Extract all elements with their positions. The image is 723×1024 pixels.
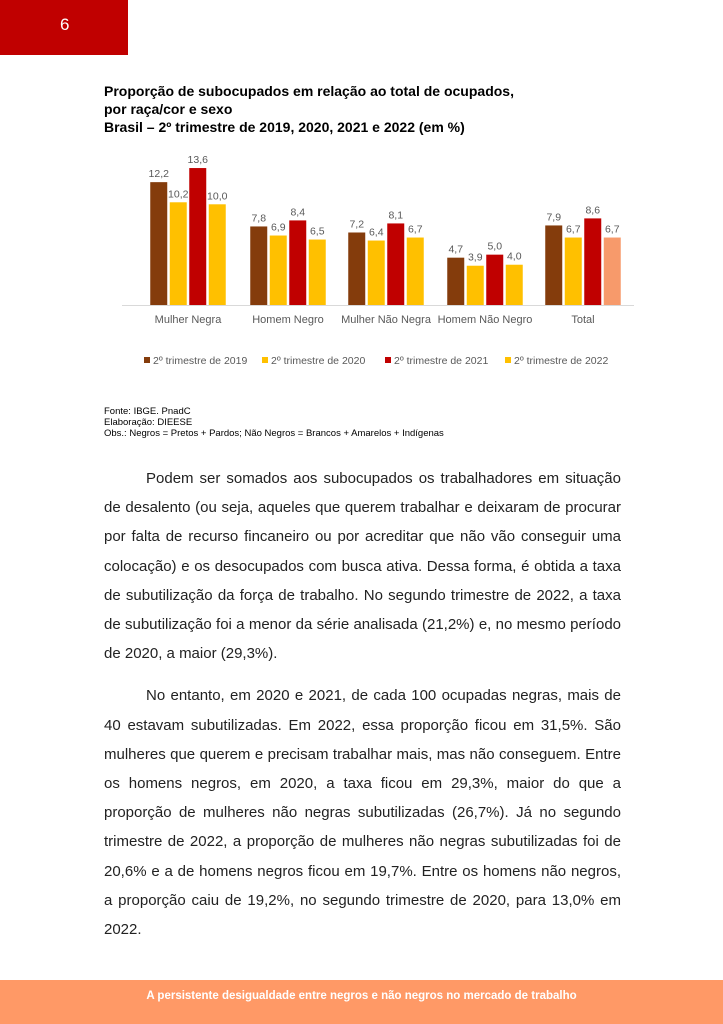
data-label: 4,0 bbox=[507, 251, 522, 263]
bar bbox=[169, 202, 187, 305]
data-label: 8,1 bbox=[388, 209, 403, 221]
legend-swatch bbox=[505, 357, 511, 363]
bar bbox=[584, 218, 602, 305]
chart-notes: Fonte: IBGE. PnadC Elaboração: DIEESE Ob… bbox=[104, 406, 444, 439]
bar bbox=[545, 225, 563, 305]
data-label: 7,8 bbox=[251, 212, 266, 224]
data-label: 6,9 bbox=[271, 222, 286, 234]
source-note: Fonte: IBGE. PnadC bbox=[104, 406, 191, 417]
bar bbox=[208, 204, 226, 305]
data-label: 8,6 bbox=[585, 204, 600, 216]
bar bbox=[486, 254, 504, 305]
bar bbox=[387, 223, 405, 305]
footer: A persistente desigualdade entre negros … bbox=[0, 980, 723, 1024]
title-line-3: Brasil – 2º trimestre de 2019, 2020, 202… bbox=[104, 119, 465, 135]
data-label: 8,4 bbox=[290, 206, 305, 218]
bar bbox=[564, 237, 582, 305]
chart-title: Proporção de subocupados em relação ao t… bbox=[104, 82, 514, 136]
bar bbox=[269, 235, 287, 305]
page-number-box: 6 bbox=[0, 0, 128, 55]
data-label: 7,9 bbox=[546, 211, 561, 223]
legend-label: 2º trimestre de 2019 bbox=[153, 355, 247, 367]
legend-label: 2º trimestre de 2020 bbox=[271, 355, 365, 367]
data-label: 6,5 bbox=[310, 226, 325, 238]
category-label: Total bbox=[571, 314, 594, 326]
data-label: 7,2 bbox=[349, 218, 364, 230]
footer-text: A persistente desigualdade entre negros … bbox=[146, 990, 577, 1002]
paragraph: No entanto, em 2020 e 2021, de cada 100 … bbox=[104, 687, 621, 939]
bar bbox=[189, 168, 207, 305]
body-text: Podem ser somados aos subocupados os tra… bbox=[104, 464, 621, 957]
data-label: 3,9 bbox=[468, 252, 483, 264]
bar bbox=[348, 232, 366, 305]
data-label: 6,4 bbox=[369, 227, 384, 239]
data-label: 5,0 bbox=[487, 241, 502, 253]
bar-chart: 12,2 7,8 7,2 4,7 7,9 10,2 6,9 6,4 3,9 6,7 13,6 8,4 8… bbox=[122, 154, 634, 367]
data-label: 4,7 bbox=[448, 244, 463, 256]
data-label: 6,7 bbox=[566, 224, 581, 236]
data-label: 10,0 bbox=[207, 190, 228, 202]
data-label: 13,6 bbox=[188, 154, 209, 166]
bar bbox=[466, 265, 484, 305]
bar bbox=[367, 240, 385, 305]
legend-swatch bbox=[144, 357, 150, 363]
bar bbox=[250, 226, 268, 305]
title-line-1: Proporção de subocupados em relação ao t… bbox=[104, 83, 514, 99]
bar bbox=[505, 264, 523, 305]
legend-label: 2º trimestre de 2021 bbox=[394, 355, 488, 367]
legend-label: 2º trimestre de 2022 bbox=[514, 355, 608, 367]
data-label: 6,7 bbox=[408, 224, 423, 236]
bar bbox=[308, 239, 326, 305]
data-label: 12,2 bbox=[149, 168, 170, 180]
page-number: 6 bbox=[60, 15, 70, 34]
obs-note: Obs.: Negros = Pretos + Pardos; Não Negr… bbox=[104, 428, 444, 439]
paragraph: Podem ser somados aos subocupados os tra… bbox=[104, 470, 621, 663]
legend-swatch bbox=[262, 357, 268, 363]
bar bbox=[150, 182, 168, 305]
elaboration-note: Elaboração: DIEESE bbox=[104, 417, 193, 428]
bar bbox=[289, 220, 307, 305]
category-label: Homem Não Negro bbox=[438, 314, 533, 326]
bar bbox=[603, 237, 621, 305]
title-line-2: por raça/cor e sexo bbox=[104, 101, 233, 117]
category-label: Homem Negro bbox=[252, 314, 324, 326]
category-label: Mulher Negra bbox=[155, 314, 223, 326]
legend-swatch bbox=[385, 357, 391, 363]
bar bbox=[406, 237, 424, 305]
data-label: 6,7 bbox=[605, 224, 620, 236]
bar bbox=[447, 257, 465, 305]
category-label: Mulher Não Negra bbox=[341, 314, 432, 326]
data-label: 10,2 bbox=[168, 188, 189, 200]
